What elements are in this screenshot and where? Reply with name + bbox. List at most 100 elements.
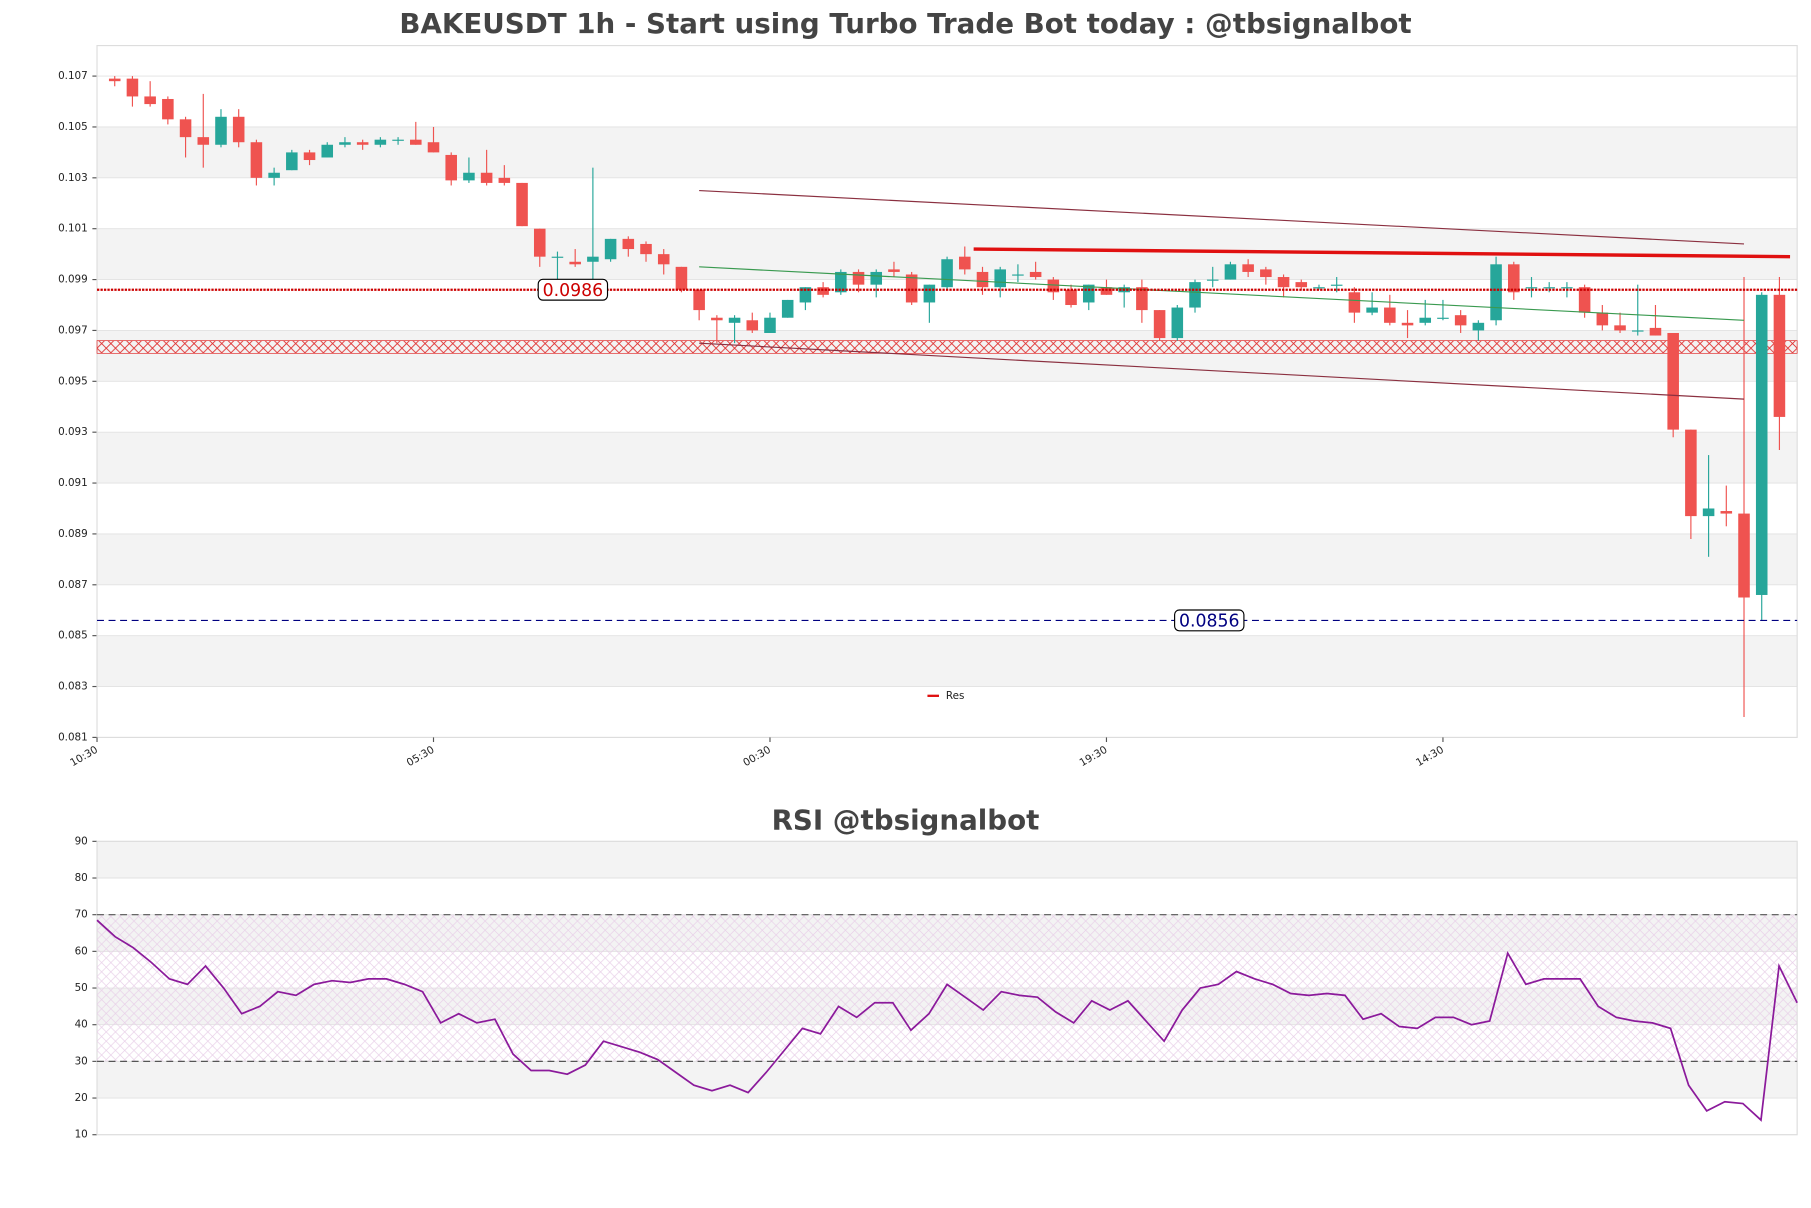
candle-body bbox=[1702, 508, 1715, 517]
candle-body bbox=[587, 256, 599, 262]
candle-body bbox=[1313, 287, 1325, 289]
band bbox=[97, 432, 1798, 484]
candle-body bbox=[250, 142, 263, 178]
candle-body bbox=[1472, 322, 1485, 331]
band bbox=[97, 533, 1798, 585]
level-label: 0.0856 bbox=[1179, 612, 1240, 632]
candle-body bbox=[321, 144, 334, 158]
candle-body bbox=[1773, 294, 1786, 417]
candle-body bbox=[1330, 284, 1343, 286]
candle-body bbox=[374, 139, 387, 145]
candle-body bbox=[286, 152, 298, 171]
y-tick-label: 0.089 bbox=[58, 528, 88, 540]
candle-body bbox=[179, 119, 192, 138]
level-label: 0.0986 bbox=[543, 281, 604, 301]
candle-body bbox=[427, 142, 440, 153]
candle-body bbox=[1685, 429, 1697, 517]
candle-body bbox=[1136, 287, 1148, 311]
candle-body bbox=[1437, 317, 1449, 319]
trend-line bbox=[699, 266, 1745, 321]
y-tick-label: 0.101 bbox=[58, 223, 88, 235]
y-tick-label: 0.095 bbox=[58, 375, 88, 387]
candle-body bbox=[799, 287, 812, 303]
trend-line bbox=[973, 247, 1791, 259]
candle-body bbox=[1384, 307, 1396, 323]
y-tick-label: 0.107 bbox=[58, 70, 88, 82]
candle-body bbox=[1543, 287, 1555, 289]
candle-body bbox=[303, 152, 316, 161]
trend-line bbox=[699, 189, 1745, 245]
y-tick-label: 20 bbox=[75, 1092, 88, 1104]
candle-body bbox=[339, 142, 351, 145]
candle-body bbox=[569, 261, 581, 265]
x-tick-label: 10:30 bbox=[68, 744, 100, 769]
candle-body bbox=[1100, 287, 1113, 295]
candle-body bbox=[1366, 307, 1378, 313]
candle-body bbox=[959, 256, 971, 270]
candle-body bbox=[1738, 513, 1750, 598]
candle-body bbox=[1649, 327, 1662, 336]
candle-body bbox=[852, 271, 865, 285]
candle-body bbox=[994, 269, 1006, 288]
candle-body bbox=[1029, 271, 1042, 278]
candle-body bbox=[622, 238, 635, 250]
candle-body bbox=[356, 142, 369, 145]
candle-body bbox=[1153, 310, 1166, 339]
trend-line bbox=[699, 342, 1745, 400]
candle-body bbox=[1596, 312, 1609, 326]
candle-body bbox=[498, 177, 511, 183]
candle-body bbox=[1171, 307, 1184, 339]
candle-body bbox=[870, 271, 883, 285]
candle-body bbox=[410, 139, 422, 145]
x-tick-label: 19:30 bbox=[1078, 744, 1110, 769]
candle-body bbox=[693, 289, 705, 311]
band bbox=[97, 1061, 1798, 1099]
x-tick-label: 00:30 bbox=[741, 744, 773, 769]
candle-body bbox=[604, 238, 617, 260]
rsi-title: RSI @tbsignalbot bbox=[772, 804, 1040, 837]
candle-body bbox=[657, 254, 670, 265]
y-tick-label: 0.105 bbox=[58, 121, 88, 133]
candle-body bbox=[817, 287, 829, 295]
candle-body bbox=[835, 271, 847, 293]
y-tick-label: 0.099 bbox=[58, 274, 88, 286]
legend-label: Res bbox=[946, 690, 965, 702]
candle-body bbox=[1012, 274, 1024, 276]
candle-body bbox=[640, 243, 652, 255]
x-tick-label: 05:30 bbox=[405, 744, 437, 769]
chart-title: BAKEUSDT 1h - Start using Turbo Trade Bo… bbox=[399, 7, 1411, 40]
band bbox=[97, 635, 1798, 687]
y-tick-label: 60 bbox=[75, 945, 88, 957]
candle-body bbox=[1578, 287, 1591, 313]
candle-body bbox=[1561, 287, 1573, 289]
band bbox=[97, 841, 1798, 879]
x-tick-label: 14:30 bbox=[1414, 744, 1446, 769]
candle-body bbox=[144, 96, 156, 105]
candle-body bbox=[516, 182, 528, 227]
candle-body bbox=[1047, 279, 1060, 293]
candle-body bbox=[781, 299, 794, 318]
y-tick-label: 0.103 bbox=[58, 172, 88, 184]
zone bbox=[96, 340, 1798, 354]
y-tick-label: 70 bbox=[75, 909, 88, 921]
candle-body bbox=[1755, 294, 1768, 595]
candle-body bbox=[976, 271, 989, 288]
y-tick-label: 0.091 bbox=[58, 477, 88, 489]
candle-body bbox=[445, 154, 457, 181]
candle-body bbox=[1454, 315, 1467, 326]
y-tick-label: 0.081 bbox=[58, 731, 88, 743]
candle-body bbox=[268, 172, 280, 178]
plot-frame bbox=[96, 44, 1798, 738]
candle-body bbox=[1242, 264, 1254, 272]
candle-body bbox=[905, 274, 918, 303]
candle-body bbox=[1295, 282, 1308, 288]
rsi-line bbox=[96, 919, 1798, 1122]
candle-body bbox=[746, 320, 759, 331]
candle-body bbox=[551, 256, 564, 258]
y-tick-label: 90 bbox=[75, 835, 88, 847]
candle-body bbox=[1189, 282, 1201, 308]
candle-body bbox=[1082, 284, 1095, 303]
candle-body bbox=[215, 116, 227, 145]
